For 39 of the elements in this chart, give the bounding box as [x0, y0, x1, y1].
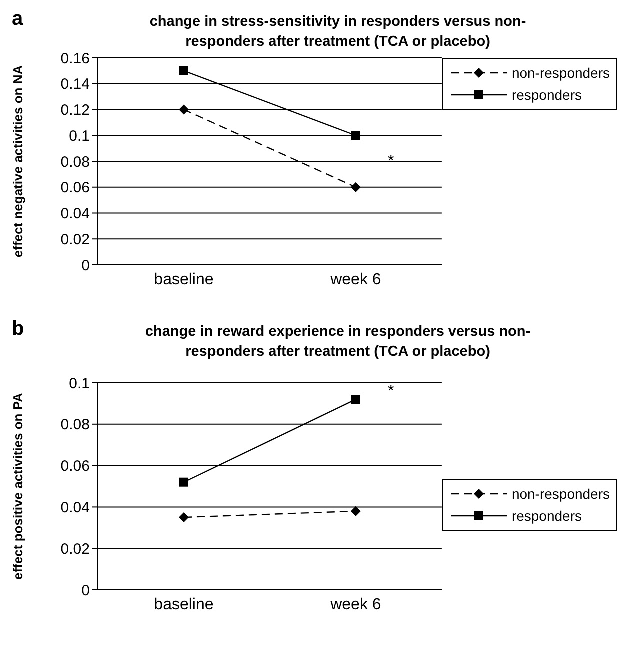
y-tick-label: 0.1: [69, 375, 90, 392]
y-tick-label: 0.16: [60, 50, 90, 68]
y-tick-label: 0.02: [60, 540, 90, 558]
legend-label: non-responders: [512, 485, 610, 504]
y-tick-label: 0: [82, 257, 90, 274]
legend-label: non-responders: [512, 64, 610, 83]
y-axis-title: effect positive activities on PA: [10, 392, 26, 580]
point: [179, 478, 188, 487]
text: b: [12, 318, 24, 341]
y-tick-label: 0: [82, 582, 90, 600]
x-tick-label: baseline: [154, 271, 214, 288]
legend-label: responders: [512, 507, 582, 526]
y-tick-label: 0.06: [60, 180, 90, 197]
annotation: *: [388, 383, 394, 401]
y-tick-label: 0.04: [60, 500, 90, 517]
point: [178, 104, 189, 115]
y-tick-label: 0.12: [60, 102, 90, 120]
y-tick-label: 0.14: [60, 76, 90, 94]
y-tick-label: 0.1: [69, 128, 90, 145]
y-tick-label: 0.04: [60, 206, 90, 223]
y-tick-label: 0.06: [60, 458, 90, 476]
point: [350, 182, 361, 192]
y-tick-label: 0.02: [60, 231, 90, 248]
legend-label: responders: [512, 86, 582, 105]
y-axis-title: effect negative activities on NA: [10, 64, 26, 258]
x-tick-label: week 6: [330, 596, 382, 614]
point: [350, 506, 361, 516]
y-tick-label: 0.08: [60, 154, 90, 171]
chart-title: change in reward experience in responders versus non-responders after treatment (TCA or placebo): [144, 323, 532, 362]
point: [178, 512, 189, 523]
x-tick-label: week 6: [330, 271, 382, 288]
y-tick-label: 0.08: [60, 416, 90, 434]
chart-title: change in stress-sensitivity in responders versus non-responders after treatment (TCA or placebo): [148, 13, 528, 52]
point: [351, 131, 360, 140]
x-tick-label: baseline: [154, 596, 214, 614]
text: a: [12, 8, 24, 31]
point: [179, 66, 188, 76]
point: [351, 395, 360, 404]
annotation: *: [388, 153, 394, 171]
